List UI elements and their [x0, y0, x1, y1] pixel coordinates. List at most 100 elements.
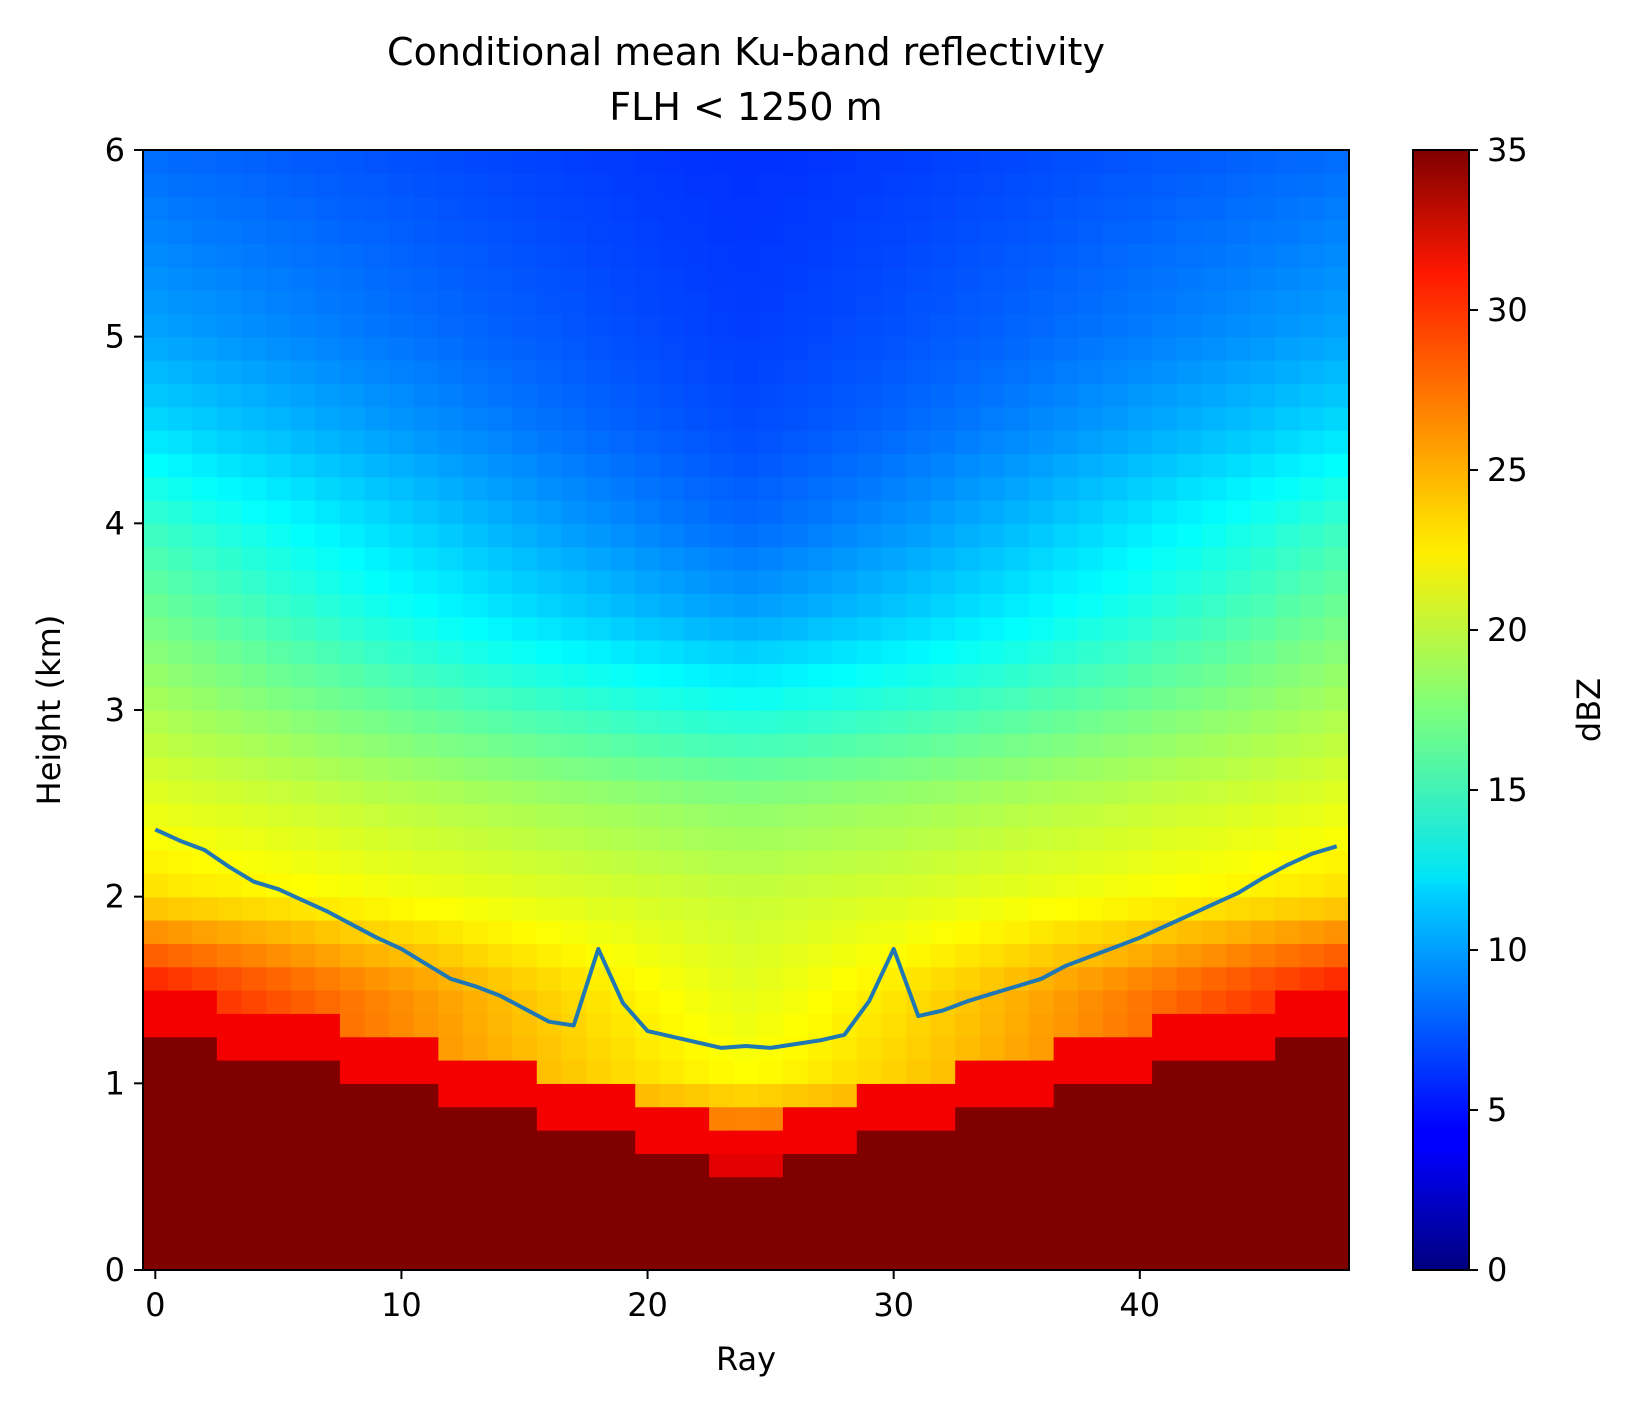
- heatmap-cell: [1152, 476, 1178, 501]
- heatmap-cell: [462, 523, 489, 548]
- heatmap-cell: [1250, 803, 1276, 828]
- heatmap-cell: [1053, 1176, 1079, 1201]
- heatmap-cell: [1176, 920, 1202, 944]
- heatmap-cell: [1004, 546, 1030, 571]
- heatmap-cell: [462, 383, 489, 408]
- y-tick-label: 1: [105, 1064, 125, 1102]
- heatmap-cell: [1029, 290, 1055, 314]
- heatmap-cell: [512, 826, 538, 851]
- heatmap-cell: [659, 663, 686, 688]
- heatmap-cell: [684, 616, 710, 641]
- heatmap-cell: [1152, 1106, 1178, 1131]
- heatmap-cell: [979, 826, 1006, 851]
- heatmap-cell: [881, 1246, 907, 1271]
- heatmap-cell: [413, 1176, 439, 1201]
- heatmap-cell: [462, 290, 489, 314]
- heatmap-cell: [339, 966, 366, 991]
- heatmap-cell: [1127, 1060, 1153, 1084]
- heatmap-cell: [635, 943, 661, 968]
- heatmap-cell: [905, 1106, 932, 1131]
- heatmap-cell: [413, 803, 439, 828]
- heatmap-cell: [733, 430, 759, 454]
- heatmap-cell: [807, 686, 833, 711]
- heatmap-cell: [1250, 570, 1276, 594]
- heatmap-cell: [1102, 710, 1129, 734]
- heatmap-cell: [167, 266, 193, 291]
- heatmap-cell: [561, 1036, 587, 1061]
- heatmap-cell: [1324, 1083, 1350, 1108]
- heatmap-cell: [143, 1200, 169, 1224]
- heatmap-cell: [905, 1060, 932, 1084]
- heatmap-cell: [1078, 1106, 1104, 1131]
- heatmap-cell: [709, 943, 735, 968]
- heatmap-cell: [610, 523, 636, 548]
- heatmap-cell: [561, 1176, 587, 1201]
- heatmap-cell: [684, 220, 710, 244]
- heatmap-cell: [758, 500, 784, 524]
- heatmap-cell: [438, 1013, 464, 1038]
- heatmap-cell: [1250, 150, 1276, 174]
- heatmap-cell: [1324, 383, 1350, 408]
- heatmap-cell: [561, 290, 587, 314]
- heatmap-cell: [659, 290, 686, 314]
- heatmap-cell: [586, 1130, 612, 1154]
- heatmap-cell: [413, 360, 439, 384]
- heatmap-cell: [955, 803, 981, 828]
- heatmap-cell: [586, 896, 612, 921]
- heatmap-cell: [339, 266, 366, 291]
- heatmap-cell: [1053, 686, 1079, 711]
- heatmap-cell: [758, 1153, 784, 1178]
- heatmap-cell: [856, 1153, 882, 1178]
- heatmap-cell: [1176, 850, 1202, 874]
- heatmap-cell: [1275, 266, 1301, 291]
- heatmap-cell: [807, 593, 833, 618]
- heatmap-cell: [364, 150, 390, 174]
- heatmap-cell: [709, 336, 735, 361]
- heatmap-cell: [709, 803, 735, 828]
- heatmap-cell: [487, 686, 513, 711]
- heatmap-cell: [955, 500, 981, 524]
- heatmap-cell: [758, 196, 784, 221]
- heatmap-cell: [979, 850, 1006, 874]
- heatmap-cell: [930, 173, 956, 198]
- heatmap-cell: [487, 663, 513, 688]
- heatmap-cell: [364, 686, 390, 711]
- heatmap-cell: [610, 243, 636, 268]
- heatmap-cell: [1029, 523, 1055, 548]
- heatmap-cell: [1275, 1176, 1301, 1201]
- heatmap-cell: [438, 1176, 464, 1201]
- heatmap-cell: [635, 593, 661, 618]
- heatmap-cell: [339, 1060, 366, 1084]
- heatmap-cell: [856, 943, 882, 968]
- heatmap-cell: [1004, 173, 1030, 198]
- heatmap-cell: [413, 1200, 439, 1224]
- heatmap-cell: [1127, 476, 1153, 501]
- heatmap-cell: [1053, 803, 1079, 828]
- heatmap-cell: [536, 243, 563, 268]
- heatmap-cell: [955, 733, 981, 758]
- heatmap-cell: [1078, 733, 1104, 758]
- heatmap-cell: [782, 966, 809, 991]
- heatmap-cell: [758, 710, 784, 734]
- heatmap-cell: [635, 546, 661, 571]
- heatmap-cell: [389, 383, 415, 408]
- heatmap-cell: [462, 1176, 489, 1201]
- heatmap-cell: [143, 896, 169, 921]
- heatmap-cell: [241, 570, 267, 594]
- heatmap-cell: [1029, 943, 1055, 968]
- heatmap-cell: [364, 243, 390, 268]
- heatmap-cell: [266, 1176, 292, 1201]
- heatmap-cell: [1078, 850, 1104, 874]
- heatmap-cell: [339, 453, 366, 478]
- heatmap-cell: [635, 150, 661, 174]
- heatmap-cell: [955, 1200, 981, 1224]
- heatmap-cell: [216, 243, 243, 268]
- heatmap-cell: [315, 990, 341, 1014]
- heatmap-cell: [1004, 266, 1030, 291]
- heatmap-cell: [881, 780, 907, 804]
- heatmap-cell: [462, 220, 489, 244]
- heatmap-cell: [733, 1036, 759, 1061]
- heatmap-cell: [905, 1083, 932, 1108]
- heatmap-cell: [1225, 1036, 1252, 1061]
- heatmap-cell: [881, 920, 907, 944]
